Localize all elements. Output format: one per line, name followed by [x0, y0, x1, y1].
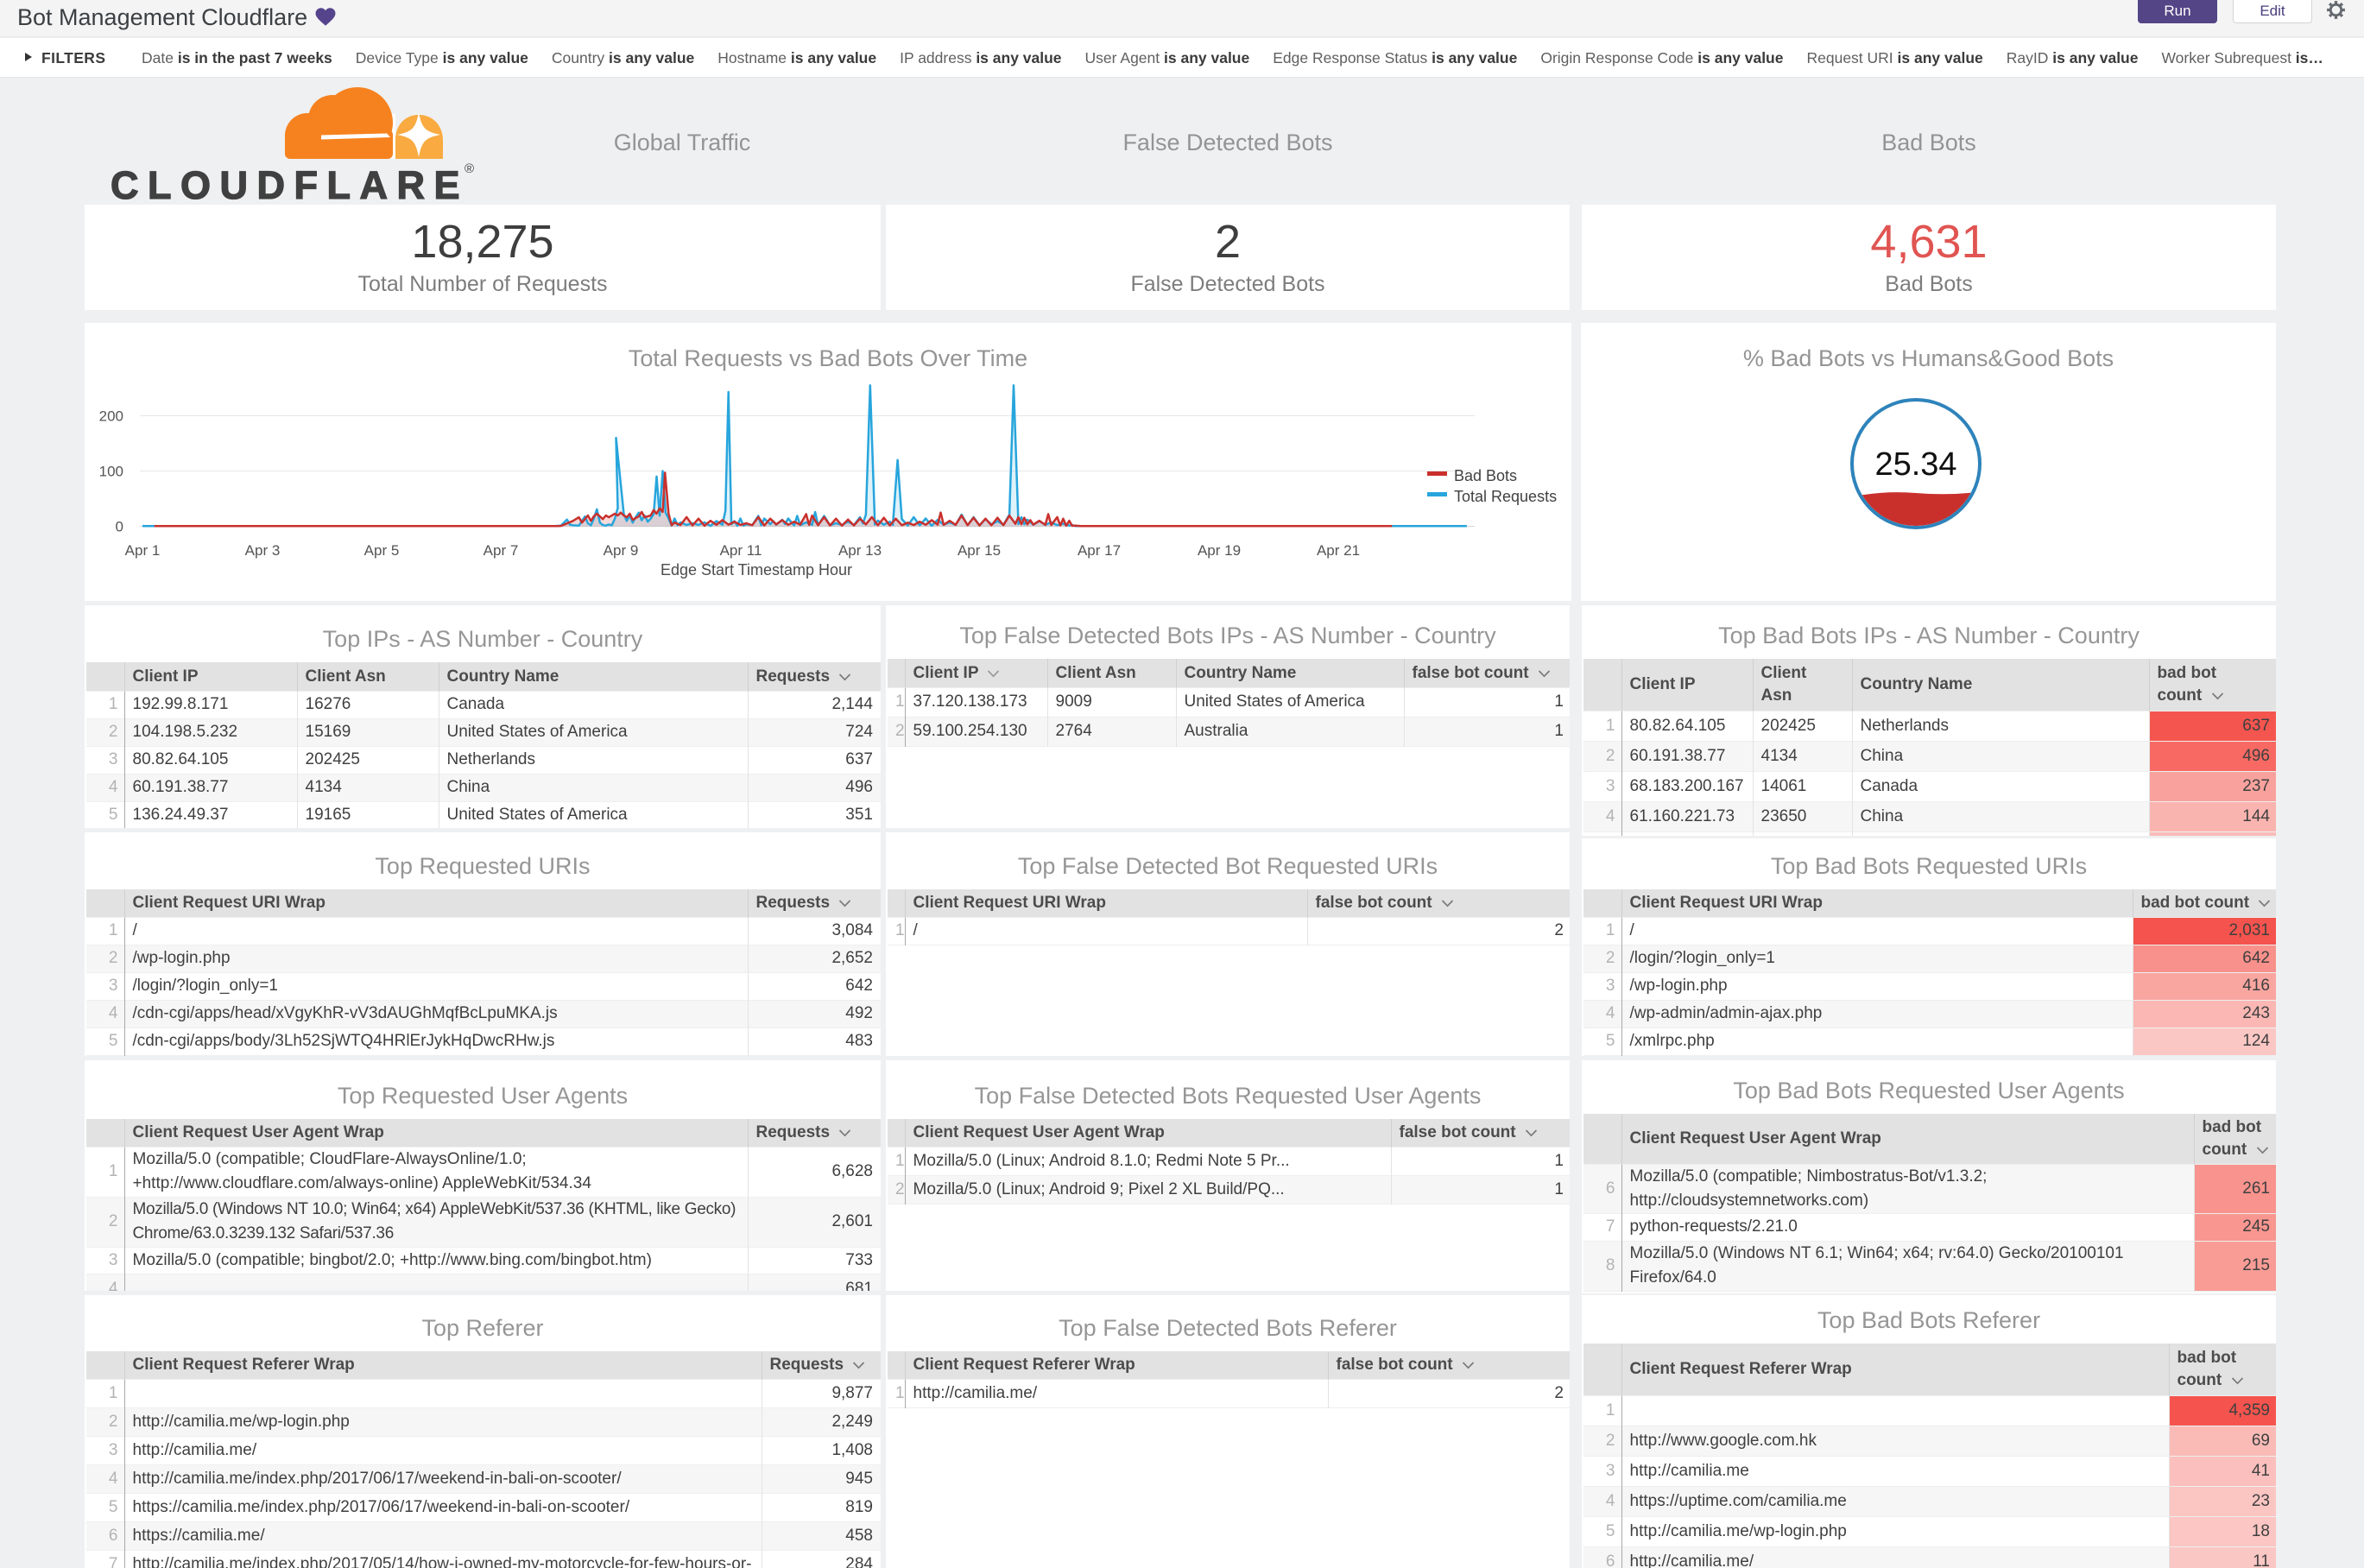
svg-text:Apr 13: Apr 13: [838, 542, 882, 559]
svg-text:Apr 9: Apr 9: [604, 542, 639, 559]
svg-text:Apr 5: Apr 5: [364, 542, 400, 559]
svg-text:Apr 11: Apr 11: [720, 542, 762, 559]
svg-text:Bad Bots: Bad Bots: [1454, 467, 1517, 484]
svg-text:Apr 19: Apr 19: [1198, 542, 1241, 559]
svg-text:CLOUDFLARE: CLOUDFLARE: [111, 163, 469, 207]
svg-text:Apr 15: Apr 15: [958, 542, 1001, 559]
svg-text:Apr 1: Apr 1: [125, 542, 161, 559]
svg-text:Apr 21: Apr 21: [1317, 542, 1360, 559]
svg-text:0: 0: [116, 519, 123, 535]
svg-text:Apr 3: Apr 3: [245, 542, 281, 559]
svg-text:Total Requests: Total Requests: [1454, 488, 1557, 505]
svg-text:200: 200: [99, 408, 123, 425]
svg-text:Apr 17: Apr 17: [1078, 542, 1121, 559]
svg-text:Edge Start Timestamp Hour: Edge Start Timestamp Hour: [661, 561, 852, 579]
svg-text:Apr 7: Apr 7: [484, 542, 519, 559]
svg-text:25.34: 25.34: [1874, 446, 1956, 483]
svg-text:100: 100: [99, 464, 123, 480]
svg-text:®: ®: [465, 161, 474, 176]
